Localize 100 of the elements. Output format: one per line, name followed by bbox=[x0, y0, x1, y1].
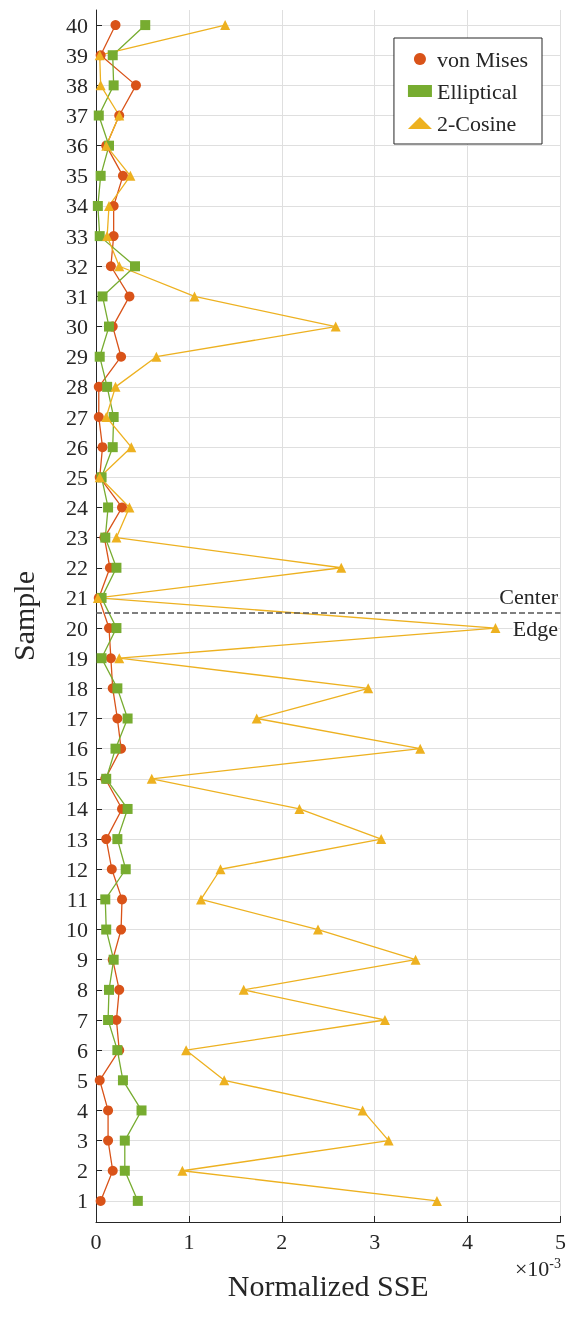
point bbox=[110, 20, 121, 31]
point bbox=[383, 1135, 394, 1146]
point bbox=[238, 984, 249, 995]
point bbox=[96, 653, 107, 664]
y-tick-label: 11 bbox=[66, 886, 88, 912]
y-tick-label: 5 bbox=[77, 1067, 88, 1093]
y-tick-label: 3 bbox=[77, 1128, 88, 1154]
point bbox=[92, 200, 103, 211]
y-tick-label: 36 bbox=[66, 133, 88, 159]
point bbox=[108, 412, 119, 423]
y-tick-label: 16 bbox=[66, 736, 88, 762]
point bbox=[93, 110, 104, 121]
y-tick-label: 4 bbox=[77, 1097, 88, 1123]
point bbox=[107, 50, 118, 61]
y-tick-label: 27 bbox=[66, 404, 88, 430]
point bbox=[107, 442, 118, 453]
point bbox=[379, 1015, 390, 1025]
y-tick-label: 18 bbox=[66, 675, 88, 701]
y-tick-label: 7 bbox=[77, 1007, 88, 1033]
point bbox=[97, 442, 108, 453]
y-tick-label: 21 bbox=[66, 585, 88, 611]
point bbox=[94, 351, 105, 362]
y-tick-label: 15 bbox=[66, 766, 88, 792]
point bbox=[251, 713, 262, 724]
point bbox=[136, 1105, 147, 1116]
y-tick-label: 28 bbox=[66, 374, 88, 400]
point bbox=[105, 653, 116, 664]
point bbox=[490, 623, 501, 634]
point bbox=[376, 834, 387, 845]
point bbox=[93, 412, 104, 423]
x-tick-label: 0 bbox=[90, 1228, 102, 1254]
x-tick-label: 4 bbox=[462, 1228, 474, 1254]
annotation: Edge bbox=[512, 616, 558, 642]
point bbox=[117, 1075, 128, 1086]
x-tick-label: 5 bbox=[555, 1228, 566, 1254]
y-tick-label: 38 bbox=[66, 72, 88, 98]
y-tick-label: 12 bbox=[66, 856, 88, 882]
y-tick-label: 35 bbox=[66, 163, 88, 189]
point bbox=[124, 291, 135, 302]
point bbox=[117, 894, 128, 905]
x-tick-label: 3 bbox=[369, 1228, 381, 1254]
point bbox=[110, 381, 121, 392]
point bbox=[122, 803, 133, 814]
point bbox=[219, 1075, 230, 1086]
point bbox=[177, 1165, 188, 1176]
point bbox=[95, 170, 106, 181]
point bbox=[102, 381, 113, 392]
point bbox=[97, 291, 108, 302]
point bbox=[126, 442, 137, 453]
point bbox=[330, 321, 341, 332]
point bbox=[103, 502, 114, 513]
point bbox=[104, 200, 115, 211]
point bbox=[357, 1105, 368, 1116]
point bbox=[124, 502, 135, 513]
y-tick-label: 19 bbox=[66, 645, 88, 671]
y-tick-label: 14 bbox=[66, 796, 88, 822]
point bbox=[294, 803, 305, 814]
y-tick-label: 31 bbox=[66, 283, 88, 309]
y-tick-label: 2 bbox=[77, 1158, 88, 1184]
x-tick-label: 1 bbox=[183, 1228, 195, 1254]
point bbox=[110, 743, 121, 754]
legend-label: von Mises bbox=[436, 46, 528, 72]
point bbox=[112, 683, 123, 694]
point bbox=[103, 1105, 114, 1116]
y-tick-label: 40 bbox=[66, 12, 88, 38]
y-tick-label: 34 bbox=[66, 193, 88, 219]
point bbox=[94, 231, 105, 242]
y-tick-label: 39 bbox=[66, 42, 88, 68]
point bbox=[410, 954, 421, 965]
point bbox=[105, 261, 116, 272]
point bbox=[181, 1045, 192, 1056]
y-tick-label: 33 bbox=[66, 223, 88, 249]
point bbox=[116, 351, 127, 362]
point bbox=[100, 894, 111, 905]
point bbox=[146, 773, 157, 784]
point bbox=[101, 412, 112, 423]
point bbox=[130, 261, 141, 272]
point bbox=[119, 1135, 130, 1146]
y-tick-label: 17 bbox=[66, 706, 88, 732]
point bbox=[94, 1075, 105, 1086]
text: ×10$^{-3}$ bbox=[514, 1256, 561, 1283]
y-tick-label: 29 bbox=[66, 344, 88, 370]
point bbox=[112, 713, 123, 724]
y-axis-title: Sample bbox=[6, 571, 40, 661]
y-tick-label: 6 bbox=[77, 1037, 88, 1063]
point bbox=[114, 653, 125, 664]
point bbox=[117, 170, 128, 181]
point bbox=[415, 743, 426, 754]
point bbox=[114, 261, 125, 272]
point bbox=[117, 502, 128, 513]
point bbox=[104, 984, 115, 995]
point bbox=[102, 231, 113, 242]
point bbox=[195, 894, 206, 905]
y-tick-label: 32 bbox=[66, 253, 88, 279]
point bbox=[103, 1015, 114, 1025]
point bbox=[122, 713, 133, 724]
legend-label: 2-Cosine bbox=[436, 110, 517, 136]
point bbox=[111, 562, 122, 573]
point bbox=[363, 683, 374, 694]
y-tick-label: 8 bbox=[77, 977, 88, 1003]
